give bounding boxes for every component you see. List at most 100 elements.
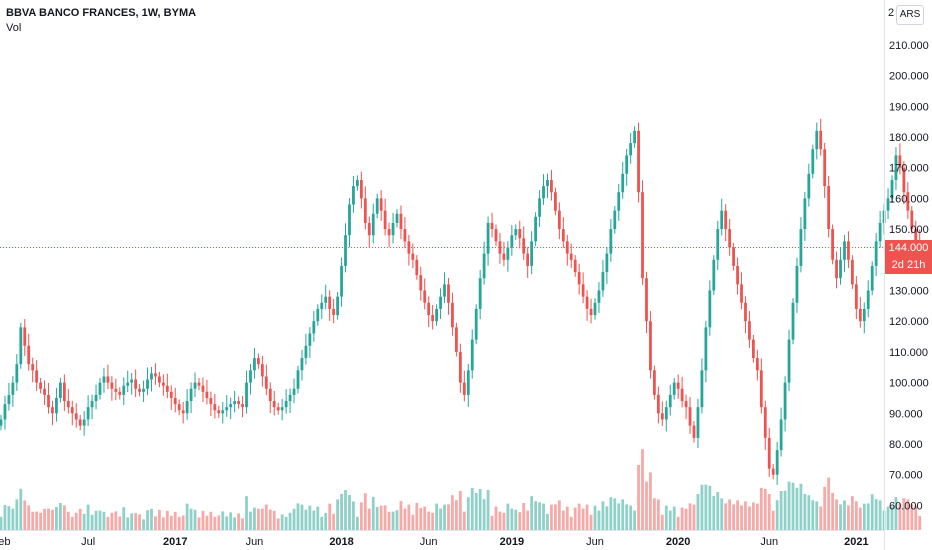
candle-body [799, 229, 803, 266]
candle-body [27, 345, 31, 365]
volume-bar [502, 512, 506, 530]
candle-body [340, 265, 343, 297]
volume-bar [914, 505, 918, 530]
candle-body [161, 382, 165, 386]
volume-bar [573, 507, 577, 530]
volume-bar [613, 498, 617, 530]
volume-bar [260, 508, 264, 530]
volume-bar [363, 493, 367, 530]
volume-bar [367, 508, 371, 530]
volume-bar [165, 510, 169, 530]
volume-bar [906, 499, 910, 530]
candle-body [403, 229, 407, 242]
candle-body [542, 186, 545, 199]
candle-body [229, 404, 233, 408]
time-tick-label: Jul [81, 536, 95, 548]
time-tick-label: Jun [246, 536, 264, 548]
volume-bar [641, 449, 644, 530]
candle-body [906, 192, 910, 211]
candle-body [395, 213, 399, 223]
candle-body [696, 407, 700, 438]
volume-bar [415, 503, 419, 530]
candle-body [494, 229, 498, 242]
volume-bar [348, 495, 351, 530]
volume-bar [90, 514, 94, 530]
candle-body [506, 247, 510, 260]
volume-bar [530, 496, 534, 530]
volume-bar [478, 489, 482, 530]
volume-bar [387, 511, 391, 530]
candle-body [268, 388, 272, 402]
volume-bar [35, 511, 39, 530]
candle-body [641, 192, 644, 279]
candle-body [827, 186, 831, 230]
volume-bar [474, 493, 478, 530]
price-axis[interactable]: 210.000 200.000 190.000 180.000 170.000 160.0… [884, 0, 929, 550]
volume-bar [878, 500, 882, 530]
candle-body [589, 308, 593, 316]
candle-body [66, 401, 70, 408]
volume-bar [589, 514, 593, 530]
volume-bar [807, 495, 811, 530]
volume-bar [399, 501, 403, 530]
volume-bar [359, 502, 363, 530]
candle-body [894, 155, 898, 180]
last-price-tag: 144.000 [885, 239, 932, 257]
volume-bar [292, 508, 296, 530]
candle-body [221, 410, 225, 414]
volume-bar [451, 495, 454, 530]
volume-bar [328, 503, 332, 530]
volume-bar [158, 509, 161, 530]
volume-bar [740, 505, 743, 530]
candle-body [839, 259, 842, 279]
volume-bar [470, 488, 474, 530]
candle-body [550, 179, 553, 193]
price-tick-label: 120.000 [889, 316, 929, 328]
volume-bar [59, 503, 62, 530]
volume-bar [771, 510, 775, 530]
currency-button[interactable]: ARS [896, 5, 924, 25]
volume-bar [874, 499, 878, 530]
candle-body [561, 229, 565, 242]
volume-bar [332, 513, 336, 530]
candle-body [803, 198, 807, 230]
volume-bar [518, 512, 522, 530]
volume-bar [656, 499, 660, 530]
candle-body [625, 155, 629, 174]
time-axis[interactable]: Feb Jul 2017 Jun 2018 Jun 2019 Jun 2020 Jun 2021 [0, 530, 884, 549]
volume-bar [827, 477, 831, 530]
volume-bar [173, 511, 177, 530]
volume-bar [629, 505, 633, 530]
candle-body [427, 302, 431, 316]
volume-bar [169, 515, 173, 530]
candle-body [189, 388, 193, 402]
volume-bar [217, 515, 221, 530]
candle-body [11, 382, 15, 395]
candle-body [577, 272, 581, 285]
volume-bar [577, 503, 581, 530]
volume-bar [419, 508, 423, 530]
volume-bar [340, 494, 343, 530]
volume-bar [811, 500, 815, 530]
volume-bar [561, 510, 565, 530]
volume-bar [411, 514, 415, 530]
volume-bar [142, 519, 145, 530]
volume-bar [779, 491, 783, 530]
volume-bar [664, 505, 668, 530]
volume-bar [732, 504, 735, 530]
price-tick-label: 90.000 [889, 408, 923, 420]
volume-bar [431, 512, 435, 530]
candle-body [383, 210, 387, 230]
volume-bar [569, 516, 573, 530]
candle-body [482, 253, 486, 279]
candle-body [605, 253, 609, 273]
candle-body [316, 308, 320, 322]
volume-bar [272, 510, 276, 530]
volume-bar [300, 504, 304, 530]
candle-body [249, 370, 252, 383]
candle-body [39, 382, 42, 389]
candle-body [664, 407, 668, 420]
candle-body [466, 370, 470, 395]
volume-bar [550, 504, 553, 530]
